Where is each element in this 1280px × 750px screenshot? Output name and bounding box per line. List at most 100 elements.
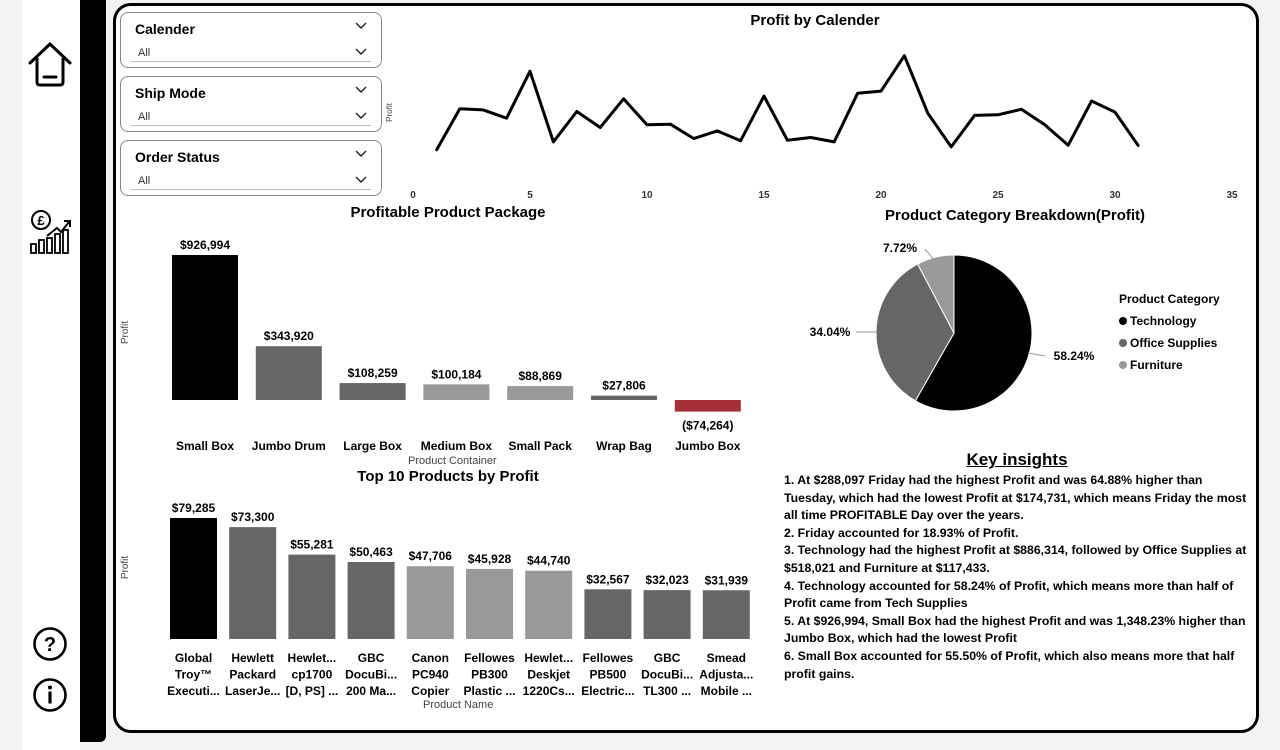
x-tick-label: Hewlett <box>231 651 274 665</box>
x-tick-label: Packard <box>229 668 276 682</box>
x-tick-label: Executi... <box>167 684 220 698</box>
bar <box>702 590 750 639</box>
legend-item[interactable]: Technology <box>1119 310 1220 332</box>
bar <box>170 518 217 639</box>
line-point <box>575 110 578 113</box>
slicer-title: Ship Mode <box>135 85 206 101</box>
line-point <box>973 114 976 117</box>
package-chart[interactable]: $926,994 Small Box $343,920 Jumbo Drum $108,… <box>160 228 760 458</box>
slicer-value: All <box>138 111 151 123</box>
slicer-value: All <box>138 47 151 59</box>
line-point <box>482 108 485 112</box>
line-chart[interactable]: 0 5 10 15 20 25 30 35 <box>400 36 1250 206</box>
help-icon[interactable]: ? <box>32 626 68 662</box>
bar <box>347 561 395 639</box>
leader-line <box>1027 352 1046 357</box>
slicer-calender[interactable]: Calender All <box>120 12 382 68</box>
x-tick-label: Fellowes <box>464 651 515 665</box>
slicer-value: All <box>138 175 151 187</box>
line-point <box>950 145 953 149</box>
data-label: $44,740 <box>527 554 571 568</box>
x-tick-label: Mobile ... <box>701 684 752 698</box>
x-tick-label: Plastic ... <box>463 684 515 698</box>
line-point <box>786 139 789 142</box>
line-chart-title: Profit by Calender <box>750 12 880 29</box>
line-point <box>1043 123 1046 126</box>
line-point <box>505 116 508 120</box>
chevron-down-icon[interactable] <box>355 176 367 184</box>
line-point <box>1137 144 1140 147</box>
slicer-order-status[interactable]: Order Status All <box>120 140 382 196</box>
data-label: $27,806 <box>602 379 646 393</box>
slicer-title: Calender <box>135 21 195 37</box>
data-label: $100,184 <box>431 367 481 381</box>
data-label: $73,300 <box>231 510 275 524</box>
line-point <box>645 123 649 126</box>
line-point <box>926 111 929 115</box>
slicer-dropdown[interactable]: All <box>131 171 371 190</box>
chevron-down-icon[interactable] <box>355 22 367 30</box>
x-tick-label: Small Box <box>176 439 234 453</box>
pie-chart[interactable]: 58.24% 34.04% 7.72% <box>780 228 1110 428</box>
x-tick-label: DocuBi... <box>641 668 693 682</box>
x-tick-label: LaserJe... <box>225 684 280 698</box>
x-tick-label: GBC <box>654 651 681 665</box>
data-label: $32,567 <box>586 572 630 586</box>
x-tick-label: Wrap Bag <box>596 439 652 453</box>
legend-item[interactable]: Furniture <box>1119 354 1220 376</box>
bar <box>406 566 454 639</box>
chevron-down-icon[interactable] <box>355 150 367 158</box>
slicer-ship-mode[interactable]: Ship Mode All <box>120 76 382 132</box>
x-tick-label: 5 <box>527 190 533 201</box>
products-chart[interactable]: $79,285 Global Troy™ Executi... $73,300 Hewle… <box>160 492 770 702</box>
data-label: $108,259 <box>348 366 398 380</box>
chevron-down-icon[interactable] <box>355 48 367 56</box>
line-point <box>435 148 438 152</box>
x-tick-label: Jumbo Drum <box>252 439 326 453</box>
leader-line <box>924 248 936 262</box>
legend-label: Furniture <box>1130 358 1183 372</box>
x-tick-label: Electric... <box>581 684 634 698</box>
chevron-down-icon[interactable] <box>355 86 367 94</box>
line-point <box>458 107 461 110</box>
slicer-dropdown[interactable]: All <box>131 43 371 62</box>
x-tick-label: 15 <box>758 190 770 201</box>
products-chart-ylabel: Profit <box>120 555 132 580</box>
bar <box>584 589 632 639</box>
bar <box>423 384 490 400</box>
line-point <box>903 54 906 57</box>
x-tick-label: cp1700 <box>292 668 333 682</box>
home-icon[interactable] <box>27 40 73 88</box>
line-point <box>692 137 695 140</box>
package-chart-ylabel: Profit <box>120 320 132 345</box>
slicer-title: Order Status <box>135 149 220 165</box>
x-tick-label: 30 <box>1109 190 1121 201</box>
x-tick-label: Fellowes <box>583 651 634 665</box>
insight-item: 4. Technology accounted for 58.24% of Pr… <box>784 578 1234 611</box>
x-tick-label: Hewlet... <box>524 651 573 665</box>
line-point <box>879 89 883 93</box>
line-point <box>1067 144 1070 147</box>
x-tick-label: 0 <box>410 190 416 201</box>
line-point <box>833 140 836 144</box>
bar <box>591 395 657 400</box>
info-icon[interactable] <box>32 677 68 713</box>
finance-growth-icon[interactable]: £ <box>27 208 73 256</box>
data-label: $88,869 <box>519 369 563 383</box>
pie-chart-title: Product Category Breakdown(Profit) <box>884 207 1146 224</box>
data-label: $926,994 <box>180 238 230 252</box>
slicer-dropdown[interactable]: All <box>131 107 371 126</box>
line-point <box>599 126 602 129</box>
legend-item[interactable]: Office Supplies <box>1119 332 1220 354</box>
x-tick-label: Small Pack <box>509 439 573 453</box>
line-chart-ylabel: Profit <box>384 103 394 122</box>
chevron-down-icon[interactable] <box>355 112 367 120</box>
line-point <box>809 136 812 139</box>
slice-label: 7.72% <box>883 241 917 255</box>
insight-item: 3. Technology had the highest Profit at … <box>784 543 1247 575</box>
line-point <box>552 140 555 144</box>
x-tick-label: Troy™ <box>175 668 212 682</box>
line-point <box>856 92 859 95</box>
insight-item: 1. At $288,097 Friday had the highest Pr… <box>784 473 1247 523</box>
nav-rail: £ ? <box>22 0 80 750</box>
